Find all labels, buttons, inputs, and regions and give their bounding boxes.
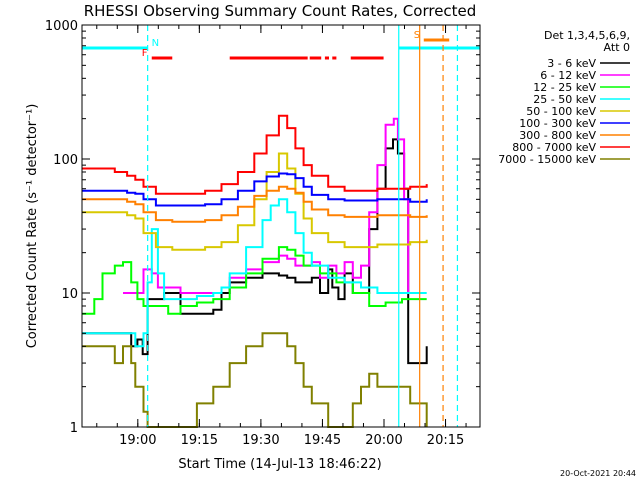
legend-label-8: 7000 - 15000 keV — [498, 153, 596, 166]
series-line-4 — [82, 152, 428, 251]
flag-label-N: N — [152, 38, 159, 49]
series-line-5 — [82, 172, 428, 207]
y-tick-label-0: 1 — [70, 421, 78, 436]
x-tick-label-4: 20:00 — [365, 433, 402, 448]
x-axis-label: Start Time (14-Jul-13 18:46:22) — [178, 457, 381, 472]
series-line-2 — [82, 246, 427, 315]
x-tick-label-3: 19:45 — [304, 433, 341, 448]
y-axis-label: Corrected Count Rate (s⁻¹ detector⁻¹) — [25, 104, 40, 349]
chart-title: RHESSI Observing Summary Count Rates, Co… — [84, 2, 477, 20]
y-tick-label-3: 1000 — [45, 19, 78, 34]
series-line-0 — [82, 138, 428, 365]
legend-label-0: 3 - 6 keV — [547, 57, 596, 70]
series-line-8 — [82, 332, 428, 428]
series-line-7 — [82, 114, 428, 195]
series-layer — [82, 114, 428, 428]
flag-layer: NF S — [82, 30, 480, 60]
legend-label-3: 25 - 50 keV — [533, 93, 596, 106]
footer-date: 20-Oct-2021 20:44 — [560, 469, 636, 478]
x-tick-label-1: 19:15 — [181, 433, 218, 448]
legend-label-1: 6 - 12 keV — [540, 69, 596, 82]
legend-label-4: 50 - 100 keV — [526, 105, 596, 118]
legend-label-2: 12 - 25 keV — [533, 81, 596, 94]
flag-label-S: S — [414, 30, 420, 41]
flag-label-F: F — [142, 48, 148, 59]
y-tick-label-2: 100 — [53, 153, 78, 168]
vline-layer — [147, 25, 459, 427]
legend-label-7: 800 - 7000 keV — [512, 141, 596, 154]
legend-header-line2: Att 0 — [604, 41, 630, 54]
x-tick-label-2: 19:30 — [242, 433, 279, 448]
x-tick-label-5: 20:15 — [427, 433, 464, 448]
axis-layer: 19:00 19:15 19:30 19:45 20:00 20:15 1 10 100 1000 — [45, 19, 480, 448]
y-tick-label-1: 10 — [61, 287, 78, 302]
plot-frame — [81, 24, 481, 428]
series-line-6 — [82, 185, 428, 223]
legend-label-6: 300 - 800 keV — [519, 129, 596, 142]
legend-label-5: 100 - 300 keV — [519, 117, 596, 130]
x-tick-label-0: 19:00 — [119, 433, 156, 448]
legend-header-line1: Det 1,3,4,5,6,9, — [544, 29, 630, 42]
